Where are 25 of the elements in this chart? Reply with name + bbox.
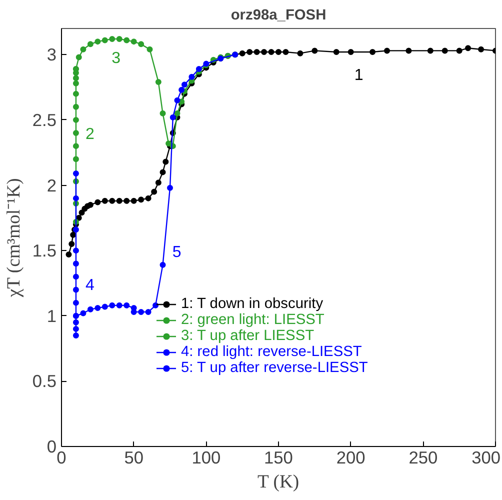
x-tick-label: 50 <box>124 448 144 468</box>
annotation: 2 <box>86 126 95 143</box>
x-tick-label: 100 <box>192 448 221 468</box>
chart-title: orz98a_FOSH <box>230 8 326 24</box>
legend-label: 1: T down in obscurity <box>181 296 324 312</box>
y-axis-title: χT (cm³mol⁻¹K) <box>3 178 24 298</box>
y-tick-label: 2 <box>46 175 57 196</box>
y-tick-label: 3 <box>46 44 57 65</box>
y-tick-label: 1.5 <box>32 240 57 261</box>
legend-label: 4: red light: reverse-LIESST <box>181 344 362 360</box>
annotation: 4 <box>86 276 95 294</box>
y-tick-label: 2.5 <box>32 110 57 130</box>
annotation: 5 <box>172 244 182 261</box>
annotation: 3 <box>112 50 121 67</box>
annotation: 1 <box>354 67 364 84</box>
legend-label: 5: T up after reverse-LIESST <box>181 360 368 376</box>
x-tick-label: 300 <box>472 448 501 468</box>
legend-label: 3: T up after LIESST <box>181 328 314 344</box>
legend-label: 2: green light: LIESST <box>181 312 324 328</box>
y-tick-label: 0.5 <box>32 371 57 392</box>
x-axis-title: T (K) <box>258 472 300 492</box>
y-tick-label: 1 <box>46 306 57 326</box>
x-tick-label: 200 <box>336 448 366 468</box>
x-tick-label: 150 <box>264 448 293 468</box>
x-tick-label: 250 <box>408 448 438 468</box>
